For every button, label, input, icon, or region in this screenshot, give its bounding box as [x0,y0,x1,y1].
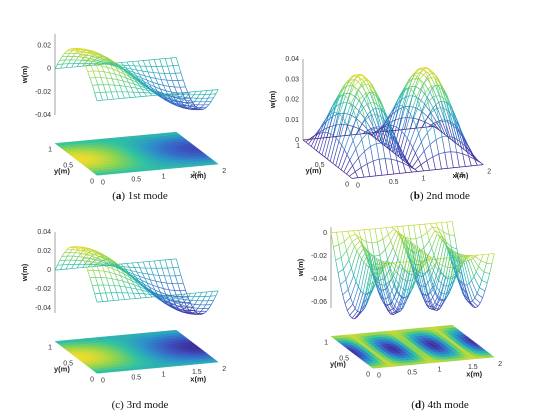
surface-plot-c: -0.04 -0.02 0 0.02 0.04 0 0.5 1 1.5 2 0 0.5 1 x(m) y(m… [20,229,226,384]
x-tick-label: 1.5 [454,172,464,179]
x-axis-label: x(m) [190,374,206,383]
y-tick-label: 1 [296,143,300,150]
caption-d: (d) 4th mode [411,399,469,411]
x-tick-label: 0.5 [389,179,399,186]
x-tick-label: 0 [356,182,360,189]
caption-c: (c) 3rd mode [111,399,169,411]
caption-letter-d: d [414,399,422,411]
z-tick-label: -0.04 [35,305,51,312]
panel-a: -0.04 -0.02 0 0.02 0 0.5 1 1.5 2 0 0.5 1 x(m) y(m) w(m… [0,0,275,208]
surface-mesh [302,67,484,179]
z-tick-label: 0 [295,137,299,144]
z-tick-label: 0 [47,267,51,274]
caption-letter-c: c [115,399,121,411]
caption-text-c: 3rd mode [126,399,169,411]
y-tick-label: 1 [48,344,52,351]
caption-letter-a: a [115,190,122,202]
z-tick-label: -0.04 [35,112,51,119]
z-tick-label: -0.02 [311,253,327,260]
x-tick-label: 0 [377,372,381,379]
x-tick-label: 0.5 [131,375,141,382]
y-tick-label: 0.5 [339,355,349,362]
z-tick-label: 0.04 [285,56,299,63]
contour-projection [330,324,495,369]
x-tick-label: 0 [101,377,105,384]
caption-a: (a) 1st mode [112,190,168,202]
y-tick-label: 1 [324,339,328,346]
caption-text-a: 1st mode [127,190,168,202]
caption-text-b: 2nd mode [426,190,470,202]
panel-d: -0.06 -0.04 -0.02 0 0 0.5 1 1.5 2 0 0.5 1 x(m) y(m) w(… [275,208,550,416]
z-tick-label: 0 [47,66,51,73]
x-tick-label: 2 [498,361,502,368]
z-tick-label: 0 [323,230,327,237]
z-tick-label: -0.04 [311,276,327,283]
x-tick-label: 1 [162,174,166,181]
z-tick-label: -0.06 [311,299,327,306]
x-tick-label: 1.5 [192,369,202,376]
z-axis-label: w(m) [20,263,29,282]
x-tick-label: 1 [422,176,426,183]
z-tick-label: -0.02 [35,89,51,96]
panel-b: 0 0.01 0.02 0.03 0.04 0 0.5 1 1.5 2 0 0.5 1 x(m) y(m) w… [268,0,550,208]
y-axis-label: y(m) [54,364,70,373]
surface-plot-a: -0.04 -0.02 0 0.02 0 0.5 1 1.5 2 0 0.5 1 x(m) y(m) w(m… [20,34,226,186]
x-tick-label: 0 [101,179,105,186]
x-tick-label: 1.5 [468,364,478,371]
caption-b: (b) 2nd mode [410,190,470,202]
z-tick-label: 0.01 [285,117,299,124]
z-axis-label: w(m) [296,258,305,277]
surface-mesh [54,246,219,315]
z-axis-label: w(m) [20,65,29,84]
panel-c: -0.04 -0.02 0 0.02 0.04 0 0.5 1 1.5 2 0 0.5 1 x(m) y(m… [0,208,275,416]
y-tick-label: 0.5 [63,360,73,367]
x-tick-label: 1 [162,372,166,379]
y-tick-label: 0.5 [63,162,73,169]
z-tick-label: 0.03 [285,76,299,83]
x-tick-label: 2 [222,168,226,175]
x-axis-label: x(m) [466,369,482,378]
y-tick-label: 0 [366,371,370,378]
y-axis-label: y(m) [54,166,70,175]
y-tick-label: 0 [90,178,94,185]
contour-projection [54,329,219,374]
x-tick-label: 2 [487,169,491,176]
y-tick-label: 0.5 [315,162,325,169]
x-axis-label: x(m) [453,171,469,180]
x-tick-label: 0.5 [131,177,141,184]
z-tick-label: -0.02 [35,286,51,293]
surface-mesh [54,48,219,111]
y-tick-label: 0 [345,181,349,188]
surface-plot-b: 0 0.01 0.02 0.03 0.04 0 0.5 1 1.5 2 0 0.5 1 x(m) y(m) w… [268,56,491,189]
x-tick-label: 0.5 [407,370,417,377]
x-tick-label: 1.5 [192,171,202,178]
z-tick-label: 0.04 [37,229,51,236]
caption-letter-b: b [413,190,420,202]
x-tick-label: 2 [222,366,226,373]
y-axis-label: y(m) [330,359,346,368]
z-axis-label: w(m) [268,90,277,109]
caption-text-d: 4th mode [427,399,469,411]
z-tick-label: 0.02 [37,43,51,50]
x-tick-label: 1 [438,367,442,374]
y-tick-label: 1 [48,146,52,153]
x-axis-label: x(m) [190,171,206,180]
z-tick-label: 0.02 [37,248,51,255]
contour-projection [54,131,219,176]
y-axis-label: y(m) [306,166,322,175]
y-tick-label: 0 [90,376,94,383]
surface-mesh [330,221,495,320]
z-tick-label: 0.02 [285,97,299,104]
